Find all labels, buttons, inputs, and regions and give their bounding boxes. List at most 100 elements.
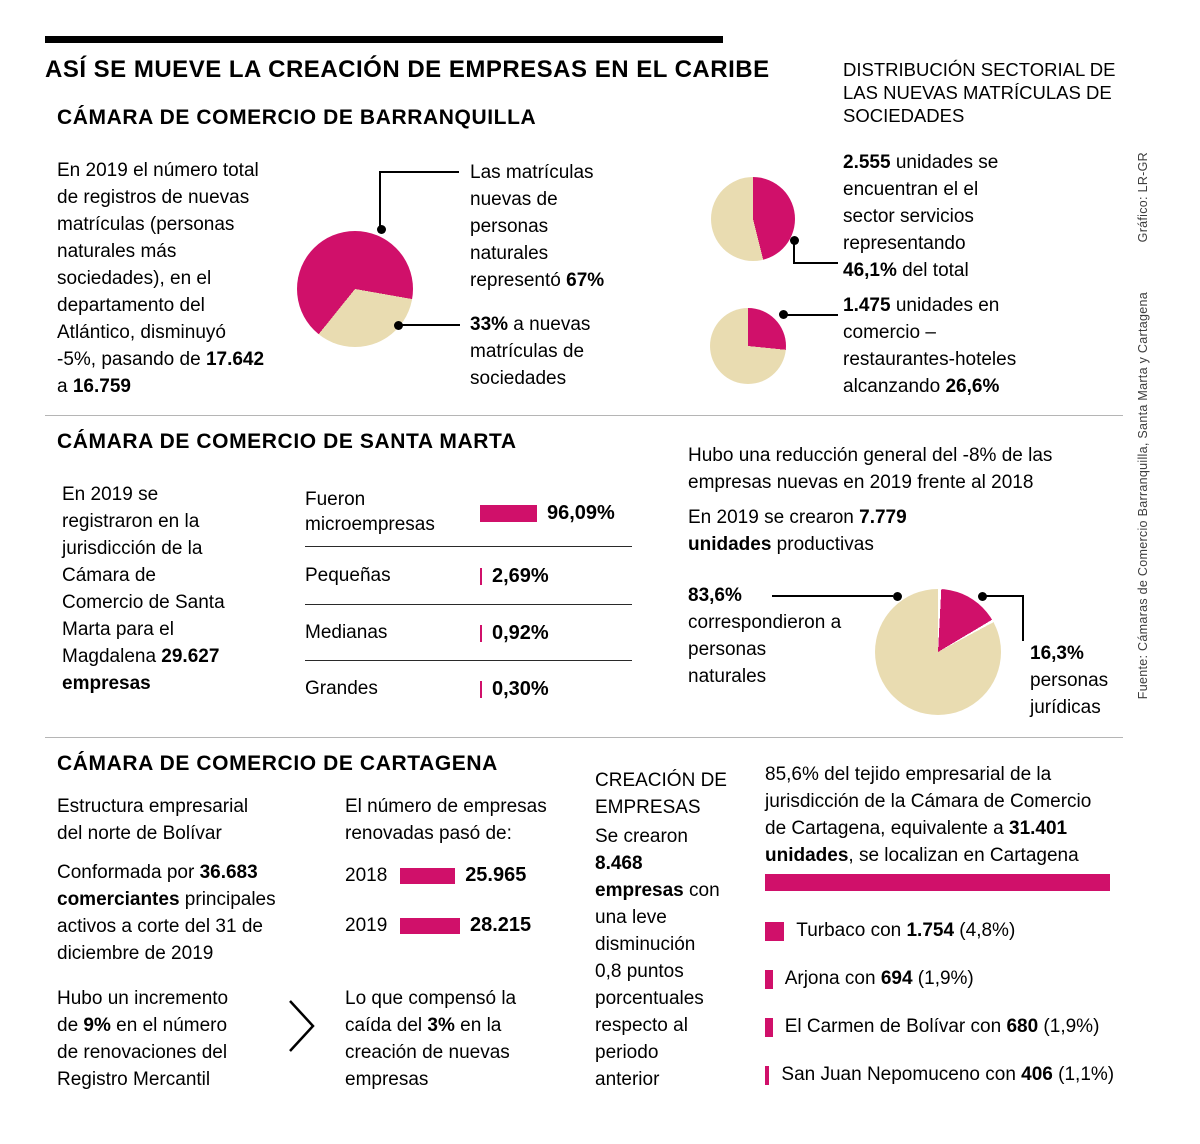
leader-dot: [978, 592, 987, 601]
size-value: 2,69%: [492, 564, 549, 587]
year-value: 25.965: [465, 864, 527, 886]
text-run: en la creación de nuevas empresas: [345, 1014, 510, 1090]
leader-line: [379, 171, 459, 173]
municipio-row-arjona: Arjona con 694 (1,9%): [765, 968, 974, 990]
municipio-text: Arjona con 694 (1,9%): [785, 968, 974, 990]
value-bold: 8.468 empresas: [595, 852, 684, 901]
text-run: En 2019 el número total de registros de …: [57, 160, 259, 370]
value-bold: 406: [1021, 1064, 1053, 1085]
year-label: 2018: [345, 864, 388, 886]
chevron-right-icon: [289, 1000, 315, 1052]
text-run: del total: [896, 259, 969, 281]
servicios-text: 2.555 unidades se encuentran el el secto…: [843, 150, 1021, 285]
value-bold: 33%: [470, 314, 509, 335]
cartagena-conformada: Conformada por 36.683 comerciantes princ…: [57, 860, 317, 968]
barranquilla-heading: CÁMARA DE COMERCIO DE BARRANQUILLA: [57, 106, 537, 129]
row-separator: [305, 660, 632, 661]
comercio-text: 1.475 unidades en comercio –restaurantes…: [843, 293, 1025, 401]
size-row-microempresas: Fueron microempresas 96,09%: [305, 484, 640, 542]
size-row-pequenas: Pequeñas 2,69%: [305, 550, 640, 602]
barranquilla-pie-chart: [297, 231, 413, 347]
text-run: unidades se encuentran el el sector serv…: [843, 152, 999, 254]
label-personas-juridicas: 16,3% personas jurídicas: [1030, 641, 1145, 722]
value-bold: 694: [880, 968, 913, 989]
year-label: 2019: [345, 914, 388, 936]
cartagena-estructura: Estructura empresarial del norte de Bolí…: [57, 796, 249, 844]
text-run: productivas: [771, 533, 874, 555]
bar-microempresas: [480, 504, 537, 522]
section-divider: [45, 415, 1123, 416]
text-run: Se crearon: [595, 826, 688, 847]
bar-cartagena-total: [765, 874, 1110, 891]
text-run: con una leve disminución 0,8 puntos porc…: [595, 879, 720, 1090]
servicios-pie-chart: [711, 177, 795, 261]
text-run: Conformada por: [57, 862, 200, 883]
text-run: El Carmen de Bolívar con: [784, 1016, 1007, 1037]
leader-line: [379, 171, 381, 227]
santa-marta-heading: CÁMARA DE COMERCIO DE SANTA MARTA: [57, 430, 517, 453]
source-credit: Fuente: Cámaras de Comercio Barranquilla…: [1136, 292, 1150, 700]
size-label: Grandes: [305, 677, 378, 699]
size-row-medianas: Medianas 0,92%: [305, 607, 640, 659]
bar-turbaco: [765, 921, 785, 941]
municipio-row-turbaco: Turbaco con 1.754 (4,8%): [765, 920, 1015, 942]
title-rule: [45, 36, 723, 43]
bar-2018: [400, 867, 456, 884]
row-separator: [305, 604, 632, 605]
value-bold: 3%: [427, 1014, 455, 1036]
value-bold: 9%: [83, 1014, 111, 1036]
year-value: 28.215: [470, 914, 532, 936]
bar-medianas: [480, 624, 482, 642]
leader-line: [787, 314, 838, 316]
value-bold: 680: [1006, 1016, 1039, 1037]
cartagena-compenso: Lo que compensó la caída del 3% en la cr…: [345, 986, 523, 1094]
text-run: , se localizan en Cartagena: [848, 844, 1079, 866]
text-run: a: [57, 375, 73, 397]
text-run: 85,6% del tejido empresarial de la juris…: [765, 764, 1092, 839]
sector-panel-title: DISTRIBUCIÓN SECTORIAL DE LAS NUEVAS MAT…: [843, 59, 1116, 127]
bar-arjona: [765, 969, 773, 989]
value-bold: 83,6%: [688, 585, 742, 606]
value-bold: 7.779 unidades: [688, 507, 907, 555]
value-bold: 36.683 comerciantes: [57, 862, 258, 910]
text-run: (4,8%): [954, 920, 1016, 941]
text-run: en el número de renovaciones del Registr…: [57, 1014, 228, 1090]
value-bold: 2.555: [843, 152, 891, 173]
municipio-text: El Carmen de Bolívar con 680 (1,9%): [785, 1016, 1100, 1038]
municipio-row-sanjuan: San Juan Nepomuceno con 406 (1,1%): [765, 1064, 1114, 1086]
size-label: Medianas: [305, 621, 388, 643]
text-run: Hubo un incremento de: [57, 988, 229, 1036]
text-run: a nuevas matrículas de sociedades: [470, 314, 591, 389]
renovadas-row-2019: 2019 28.215: [345, 914, 531, 937]
row-separator: [305, 546, 632, 547]
value-bold: 29.627 empresas: [62, 645, 220, 694]
callout-sociedades: 33% a nuevas matrículas de sociedades: [470, 312, 630, 393]
creacion-text: Se crearon 8.468 empresas con una leve d…: [595, 824, 725, 1094]
creacion-title: CREACIÓN DE EMPRESAS: [595, 770, 727, 818]
leader-line: [793, 262, 838, 264]
text-run: Las matrículas nuevas de personas natura…: [470, 162, 594, 291]
value-bold: 31.401 unidades: [765, 817, 1068, 866]
leader-dot: [779, 310, 788, 319]
value-bold: 17.642: [205, 348, 265, 370]
callout-personas-naturales: Las matrículas nuevas de personas natura…: [470, 160, 620, 295]
bar-pequenas: [480, 567, 482, 585]
leader-dot: [377, 225, 386, 234]
value-bold: 16.759: [72, 375, 131, 397]
size-label: Fueron microempresas: [305, 489, 435, 535]
cartagena-heading: CÁMARA DE COMERCIO DE CARTAGENA: [57, 752, 498, 775]
value-bold: 1.754: [906, 920, 955, 941]
leader-line: [986, 595, 1024, 597]
value-bold: 16,3%: [1030, 643, 1084, 664]
value-bold: 67%: [566, 269, 605, 291]
santa-marta-intro: En 2019 se registraron en la jurisdicció…: [62, 482, 237, 698]
leader-dot: [893, 592, 902, 601]
leader-line: [772, 595, 893, 597]
municipio-text: San Juan Nepomuceno con 406 (1,1%): [781, 1064, 1114, 1086]
text-run: principales activos a corte del 31 de di…: [57, 888, 276, 964]
cartagena-incremento: Hubo un incremento de 9% en el número de…: [57, 986, 229, 1094]
bar-2019: [400, 917, 460, 934]
text-run: San Juan Nepomuceno con: [781, 1064, 1022, 1085]
bar-carmen: [765, 1017, 773, 1037]
